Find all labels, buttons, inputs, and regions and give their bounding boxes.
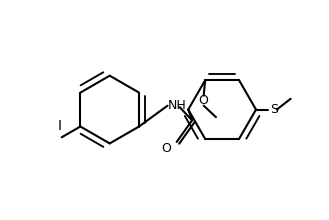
- Text: O: O: [199, 94, 209, 107]
- Text: I: I: [57, 119, 62, 133]
- Text: S: S: [270, 103, 278, 116]
- Text: O: O: [161, 141, 171, 155]
- Text: NH: NH: [168, 99, 187, 112]
